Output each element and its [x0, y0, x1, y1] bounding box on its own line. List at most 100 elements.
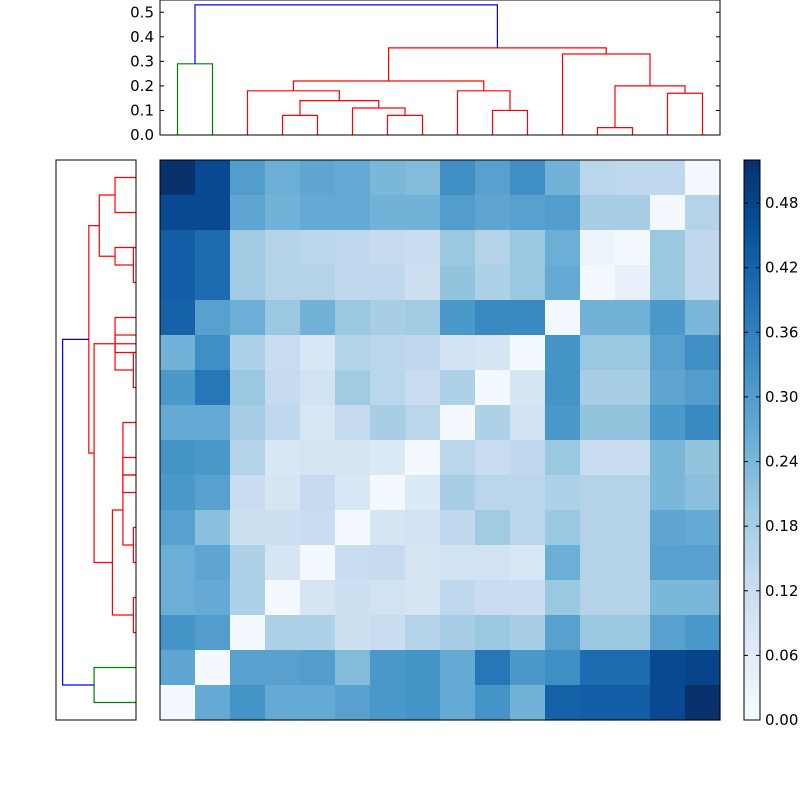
left-dendrogram-frame — [55, 159, 137, 721]
heatmap-cell — [195, 370, 231, 406]
heatmap-cell — [405, 405, 441, 441]
heatmap-cell — [160, 545, 196, 581]
top-dendrogram-frame — [159, 0, 721, 136]
heatmap-cell — [475, 265, 511, 301]
heatmap-cell — [300, 650, 336, 686]
heatmap-cell — [335, 650, 371, 686]
heatmap-cell — [230, 335, 266, 371]
heatmap-cell — [300, 265, 336, 301]
heatmap-cell — [405, 440, 441, 476]
heatmap-cell — [615, 580, 651, 616]
heatmap-cell — [440, 510, 476, 546]
heatmap-cell — [545, 230, 581, 266]
heatmap-cell — [650, 650, 686, 686]
heatmap-cell — [335, 230, 371, 266]
heatmap-cell — [510, 440, 546, 476]
heatmap-cell — [440, 370, 476, 406]
heatmap-cell — [685, 335, 721, 371]
heatmap-cell — [300, 510, 336, 546]
heatmap-cell — [615, 405, 651, 441]
heatmap-cell — [510, 195, 546, 231]
heatmap-cell — [475, 195, 511, 231]
heatmap-cell — [405, 615, 441, 651]
heatmap-cell — [440, 265, 476, 301]
heatmap-cell — [300, 405, 336, 441]
heatmap-cell — [650, 615, 686, 651]
heatmap-cell — [265, 650, 301, 686]
heatmap-cell — [580, 475, 616, 511]
heatmap-cell — [615, 475, 651, 511]
heatmap-cell — [580, 335, 616, 371]
heatmap-cell — [195, 195, 231, 231]
heatmap-cell — [685, 615, 721, 651]
heatmap-cell — [230, 230, 266, 266]
heatmap-cell — [230, 650, 266, 686]
heatmap-cell — [370, 405, 406, 441]
heatmap-cell — [160, 685, 196, 721]
heatmap-cell — [230, 160, 266, 196]
heatmap-cell — [335, 510, 371, 546]
heatmap-cell — [580, 405, 616, 441]
heatmap-cell — [160, 615, 196, 651]
heatmap-cell — [475, 370, 511, 406]
colorbar-tick-label: 0.42 — [765, 259, 798, 277]
heatmap-cell — [370, 475, 406, 511]
heatmap-cell — [440, 580, 476, 616]
heatmap-cell — [615, 370, 651, 406]
heatmap-cell — [405, 510, 441, 546]
heatmap-cell — [405, 650, 441, 686]
heatmap-cell — [475, 230, 511, 266]
heatmap-cell — [580, 650, 616, 686]
heatmap-cell — [650, 300, 686, 336]
heatmap-cell — [510, 615, 546, 651]
heatmap-cell — [475, 615, 511, 651]
heatmap-cell — [335, 615, 371, 651]
heatmap-cell — [160, 160, 196, 196]
top-dendrogram-link — [456, 90, 511, 135]
heatmap-cell — [370, 160, 406, 196]
heatmap-cell — [650, 545, 686, 581]
heatmap-cell — [195, 580, 231, 616]
left-dendrogram-link — [122, 474, 136, 546]
top-dendrogram-tick-label: 0.5 — [130, 3, 154, 21]
heatmap-cell — [265, 230, 301, 266]
colorbar-tick-label: 0.36 — [765, 323, 798, 341]
heatmap-cell — [230, 265, 266, 301]
heatmap-cell — [195, 230, 231, 266]
heatmap-cell — [300, 475, 336, 511]
heatmap-cell — [650, 440, 686, 476]
heatmap-cell — [685, 160, 721, 196]
heatmap-cell — [230, 440, 266, 476]
heatmap-cell — [510, 685, 546, 721]
heatmap-cell — [510, 580, 546, 616]
heatmap-cell — [160, 370, 196, 406]
heatmap-cell — [475, 335, 511, 371]
heatmap-cell — [370, 510, 406, 546]
top-dendrogram-tick-label: 0.4 — [130, 28, 154, 46]
heatmap-cell — [300, 335, 336, 371]
heatmap-cell — [370, 580, 406, 616]
colorbar: 0.00 0.06 0.12 0.18 0.24 0.30 0.36 0.42 0.48 — [743, 159, 798, 729]
heatmap-cell — [545, 370, 581, 406]
heatmap-cell — [230, 615, 266, 651]
heatmap-cell — [405, 475, 441, 511]
heatmap-cell — [195, 440, 231, 476]
top-dendrogram-tick-label: 0.0 — [130, 126, 154, 144]
left-dendrogram-link — [111, 509, 134, 616]
heatmap-cell — [545, 510, 581, 546]
heatmap-cell — [475, 405, 511, 441]
heatmap-cell — [510, 405, 546, 441]
heatmap-cell — [685, 405, 721, 441]
top-dendrogram-link — [386, 114, 424, 135]
heatmap-cell — [685, 265, 721, 301]
heatmap-cell — [335, 440, 371, 476]
colorbar-gradient — [743, 159, 761, 721]
heatmap-cell — [615, 335, 651, 371]
heatmap-cell — [685, 685, 721, 721]
top-dendrogram-link — [387, 47, 607, 81]
heatmap-cell — [300, 195, 336, 231]
colorbar-tick-label: 0.06 — [765, 646, 798, 664]
top-dendrogram-link — [561, 53, 651, 135]
left-dendrogram-link — [88, 225, 100, 454]
heatmap-cell — [230, 545, 266, 581]
